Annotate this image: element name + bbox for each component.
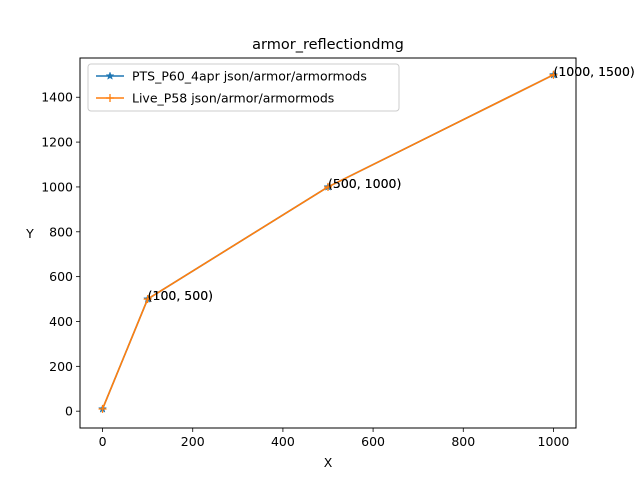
legend-marker: [105, 71, 115, 80]
y-tick-label: 0: [65, 404, 73, 419]
x-tick-label: 0: [99, 434, 107, 449]
x-tick-label: 800: [451, 434, 475, 449]
data-point: [324, 182, 332, 191]
plot-area: 0 200 400 600 800 1000 0 200 400 600 800 1000 1200 14…: [41, 64, 635, 449]
point-annotation: (100, 500): [148, 288, 213, 303]
y-tick-label: 200: [49, 359, 73, 374]
legend-box: [87, 63, 400, 112]
x-tick-label: 400: [271, 434, 295, 449]
y-tick-label: 800: [49, 224, 73, 239]
series-line: [101, 74, 554, 410]
point-annotation: (500, 1000): [328, 176, 401, 191]
legend-label: Live_P58 json/armor/armormods: [132, 91, 334, 106]
y-tick-label: 1200: [41, 135, 73, 150]
y-tick-label: 1000: [41, 179, 73, 194]
x-tick-label: 600: [361, 434, 385, 449]
legend-marker: [106, 94, 114, 102]
x-axis-label: X: [324, 455, 333, 470]
y-tick-label: 400: [49, 314, 73, 329]
data-point: [143, 295, 152, 304]
x-tick-label: 200: [181, 434, 205, 449]
data-point: [549, 70, 558, 79]
y-axis-label: Y: [25, 226, 34, 241]
point-annotation: (1000, 1500): [553, 64, 634, 79]
point-annotation: (1000, 1500): [553, 64, 634, 79]
plot-frame: [79, 57, 577, 429]
legend-label: PTS_P60_4apr json/armor/armormods: [132, 69, 367, 84]
x-tick-label: 1000: [538, 434, 570, 449]
legend: PTS_P60_4apr json/armor/armormods Live_P5…: [87, 63, 400, 112]
y-tick-label: 1400: [41, 90, 73, 105]
y-tick-label: 600: [49, 269, 73, 284]
data-point: [98, 404, 107, 413]
point-annotation: (100, 500): [148, 288, 213, 303]
series-line: [101, 74, 554, 410]
point-annotation: (500, 1000): [328, 176, 401, 191]
chart-title: armor_reflectiondmg: [252, 37, 404, 53]
